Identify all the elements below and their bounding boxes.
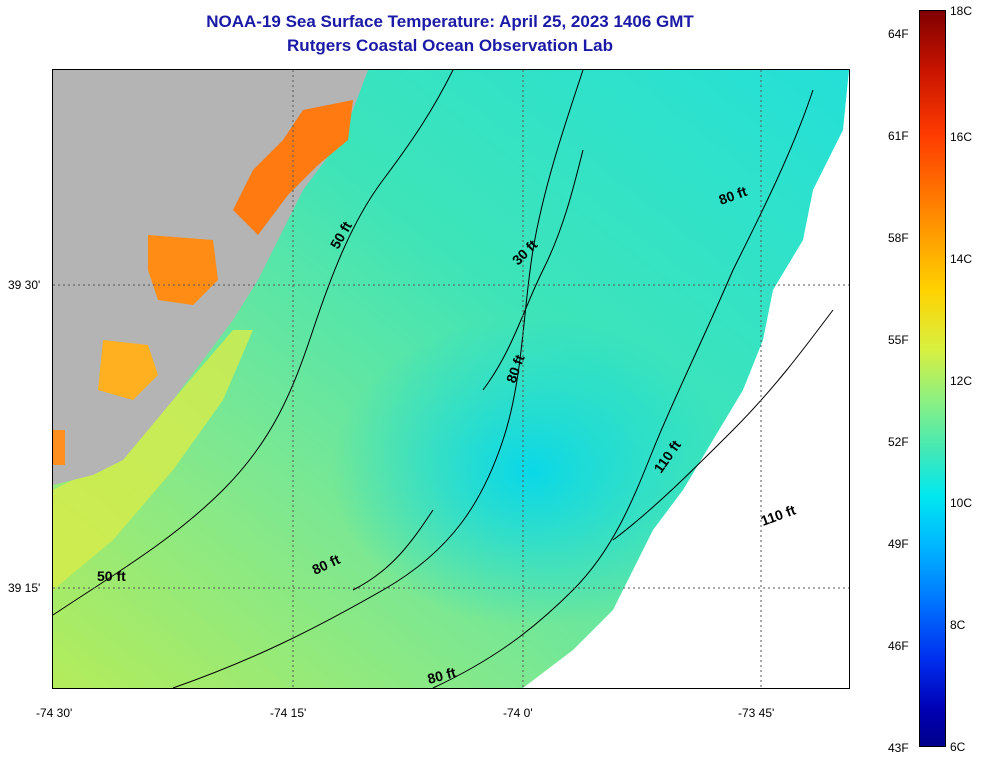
colorbar-c-12: 12C [950, 374, 973, 388]
x-tick-label-74-0: -74 0' [503, 706, 533, 720]
colorbar-f-43: 43F [888, 741, 909, 755]
temperature-colorbar [919, 10, 946, 747]
x-tick-label-73-45: -73 45' [738, 706, 775, 720]
sst-map-svg: 50 ft 30 ft 80 ft 80 ft 110 ft 80 ft 110… [53, 70, 849, 688]
colorbar-f-61: 61F [888, 129, 909, 143]
x-tick-label-74-30: -74 30' [36, 706, 73, 720]
warm-estuary-1 [233, 100, 353, 235]
warm-nearshore-band [53, 330, 253, 590]
y-tick-label-39-30: 39 30' [8, 278, 41, 292]
colorbar-c-16: 16C [950, 130, 973, 144]
contour-label-50ft-west: 50 ft [97, 568, 126, 584]
x-tick-label-74-15: -74 15' [270, 706, 307, 720]
colorbar-c-14: 14C [950, 252, 973, 266]
graticule [53, 70, 849, 688]
colorbar-f-58: 58F [888, 231, 909, 245]
colorbar-c-18: 18C [950, 4, 973, 18]
no-data-region [523, 70, 849, 688]
colorbar-c-8: 8C [950, 618, 966, 632]
colorbar-f-52: 52F [888, 435, 909, 449]
sst-map: 50 ft 30 ft 80 ft 80 ft 110 ft 80 ft 110… [52, 69, 850, 689]
colorbar-f-64: 64F [888, 27, 909, 41]
colorbar-f-55: 55F [888, 333, 909, 347]
warm-estuary-4 [53, 430, 65, 465]
warm-estuary-3 [98, 340, 158, 400]
colorbar-f-46: 46F [888, 639, 909, 653]
bathymetry-contours [53, 70, 834, 688]
warm-estuary-2 [148, 235, 218, 305]
colorbar-f-49: 49F [888, 537, 909, 551]
colorbar-c-10: 10C [950, 496, 973, 510]
map-subtitle: Rutgers Coastal Ocean Observation Lab [287, 36, 613, 55]
colorbar-c-6: 6C [950, 740, 966, 754]
y-tick-label-39-15: 39 15' [8, 581, 41, 595]
contour-label-80ft-south: 80 ft [426, 664, 458, 687]
map-title: NOAA-19 Sea Surface Temperature: April 2… [206, 12, 694, 31]
